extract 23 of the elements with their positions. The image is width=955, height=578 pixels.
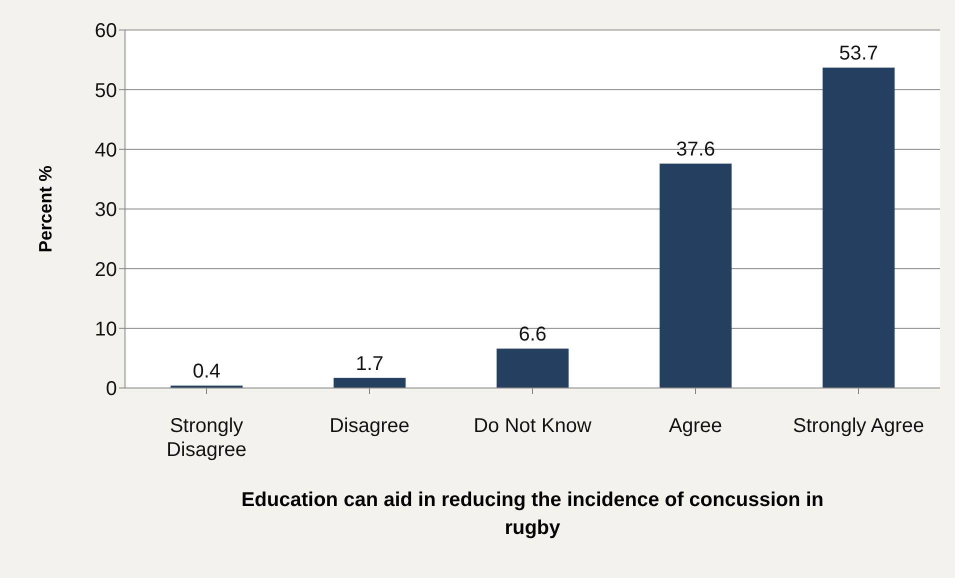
data-label: 0.4: [192, 360, 221, 383]
data-label: 6.6: [518, 324, 547, 346]
x-tick-label: Disagree: [329, 415, 410, 437]
y-tick-label: 10: [94, 318, 117, 340]
bar: [822, 68, 895, 388]
bar: [660, 164, 732, 388]
bar: [334, 378, 406, 388]
data-label: 37.6: [676, 138, 716, 161]
x-tick-label: Strongly Disagree: [166, 415, 247, 461]
data-label: 53.7: [839, 42, 878, 65]
y-tick-label: 50: [94, 80, 117, 102]
data-label: 1.7: [356, 352, 384, 375]
y-tick-label: 30: [94, 199, 117, 222]
y-tick-label: 40: [94, 139, 117, 162]
y-tick-label: 60: [94, 20, 117, 42]
y-axis-title: Percent %: [35, 165, 56, 253]
bar: [496, 348, 569, 388]
y-tick-label: 20: [94, 258, 117, 281]
y-tick-label: 0: [106, 378, 117, 400]
x-tick-label: Strongly Agree: [792, 415, 924, 437]
x-tick-label: Do Not Know: [474, 415, 592, 437]
x-axis-title: Education can aid in reducing the incidence of concussion in rugby: [241, 489, 824, 539]
x-tick-label: Agree: [668, 415, 722, 437]
